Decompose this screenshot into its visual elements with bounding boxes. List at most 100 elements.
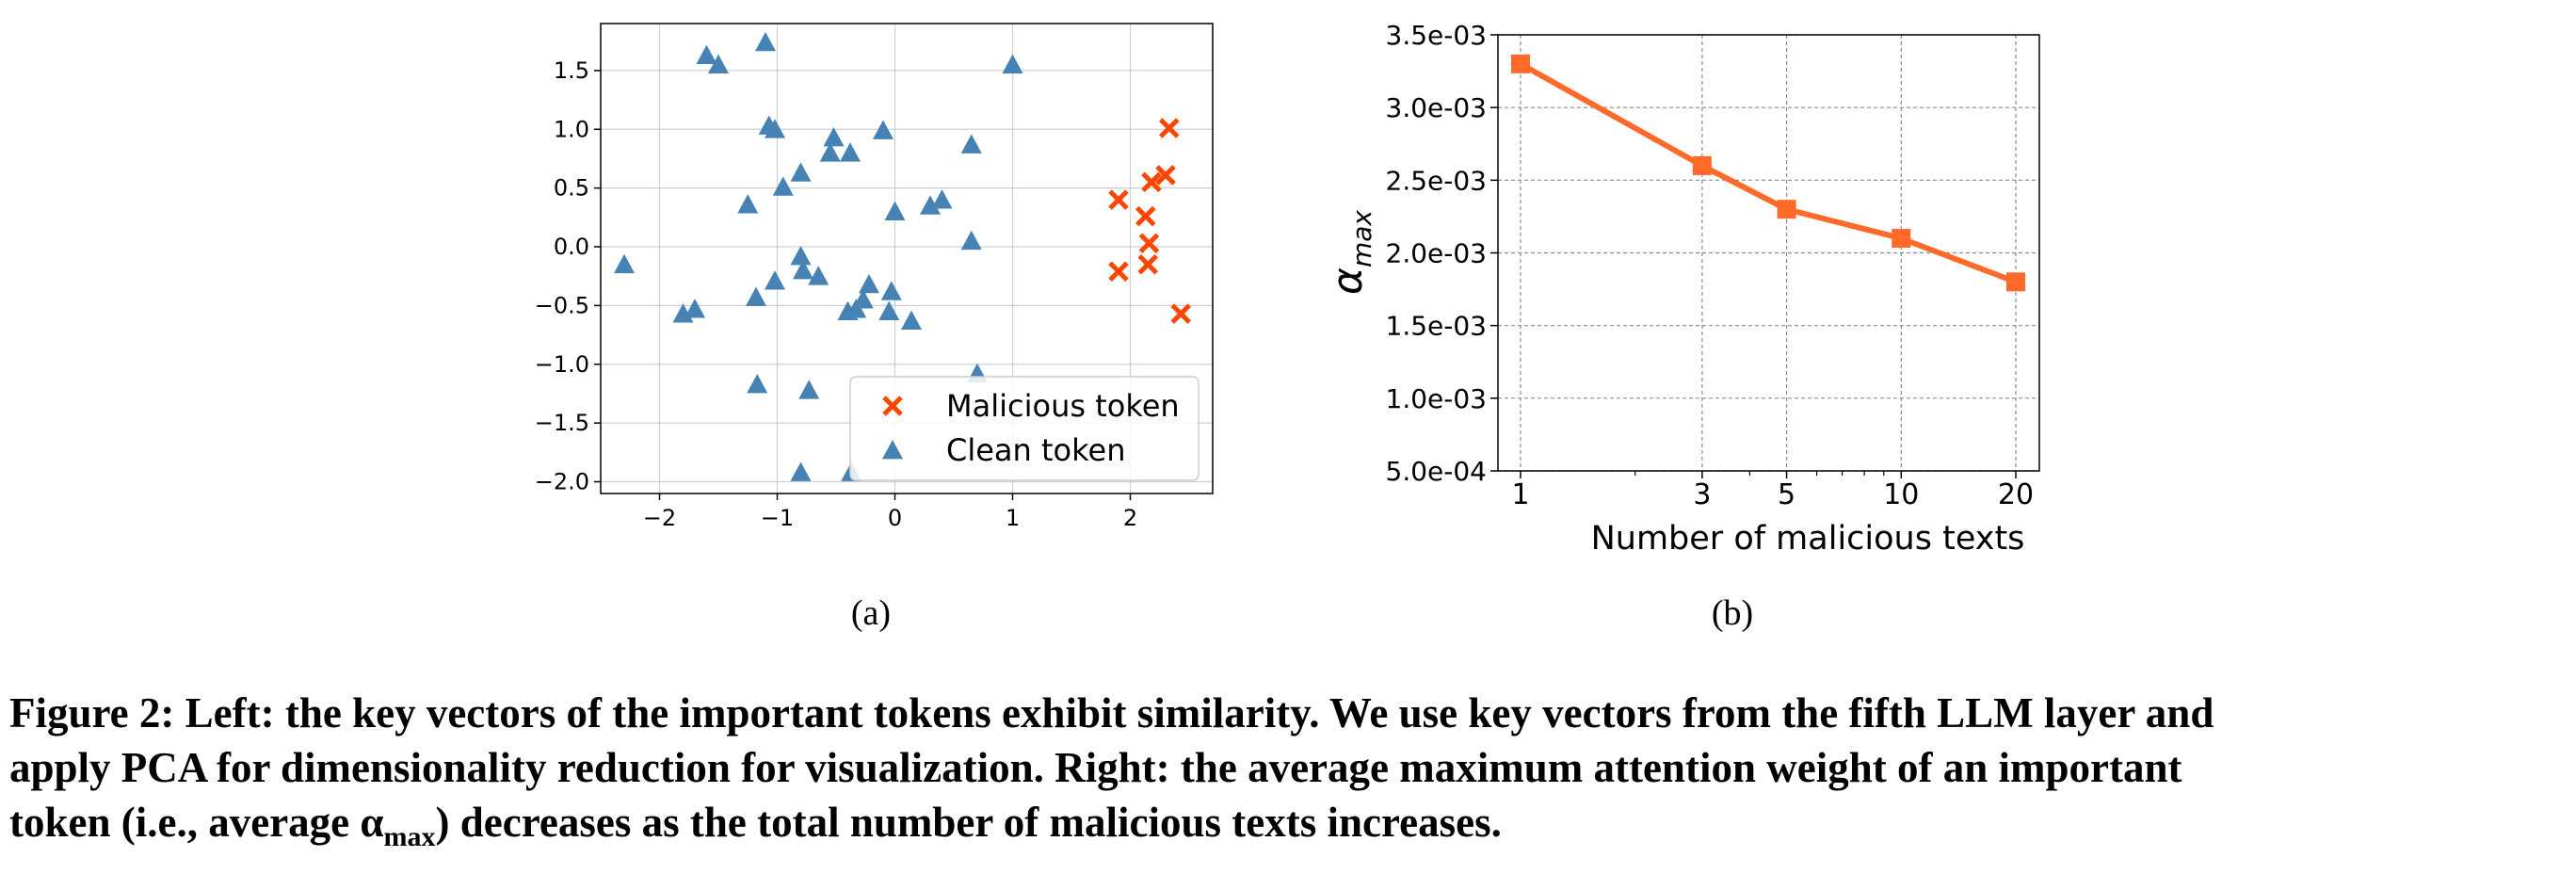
clean-point [696, 44, 717, 65]
clean-point [765, 270, 785, 290]
line-grid [1498, 34, 2039, 472]
clean-point [931, 189, 953, 209]
y-tick-label: 2.5e-03 [1386, 165, 1488, 196]
clean-point [790, 246, 812, 266]
x-tick-label: 10 [1883, 478, 1919, 511]
line-panel: 1 3 5 10 20 5.0e-04 1.0e-03 1.5e-03 2.0e-03 2.5e-… [1324, 20, 2040, 633]
figure-caption: Figure 2: Left: the key vectors of the i… [9, 686, 2570, 865]
clean-point [823, 127, 845, 147]
y-tick-label: 3.0e-03 [1386, 92, 1488, 123]
clean-point [793, 259, 813, 280]
scatter-points [614, 31, 1192, 481]
clean-point [790, 461, 812, 481]
y-tick-label: −2.0 [535, 469, 589, 495]
clean-point [837, 300, 859, 320]
clean-point [1002, 54, 1023, 74]
x-tick-label: 0 [888, 505, 902, 531]
x-tick-label: −1 [761, 505, 794, 531]
clean-point [960, 134, 982, 154]
y-tick-label: 5.0e-04 [1386, 456, 1488, 487]
caption-line-1: Figure 2: Left: the key vectors of the i… [9, 689, 2214, 736]
malicious-point [1137, 253, 1159, 275]
line-ylabel: αmax [1324, 210, 1377, 295]
line-point [1777, 200, 1796, 219]
y-tick-label: −0.5 [535, 292, 589, 318]
clean-point [684, 299, 705, 318]
legend-clean-label: Clean token [946, 432, 1125, 468]
clean-point [737, 194, 759, 214]
ylabel-alpha: α [1324, 267, 1372, 295]
clean-point [755, 31, 776, 52]
caption-line-3-start: token (i.e., average [9, 799, 361, 846]
malicious-point [1155, 165, 1176, 186]
caption-line-3: token (i.e., average αmax) decreases as … [9, 795, 2570, 865]
legend-triangle-glyph [882, 440, 903, 460]
clean-point [772, 176, 794, 196]
line-ticks: 1 3 5 10 20 5.0e-04 1.0e-03 1.5e-03 2.0e-03 2.5e-… [1386, 20, 2035, 511]
scatter-grid [601, 24, 1213, 494]
clean-point [873, 120, 894, 139]
x-tick-label: 2 [1123, 505, 1137, 531]
clean-point [960, 230, 982, 251]
y-tick-label: −1.5 [535, 410, 589, 436]
legend-malicious-label: Malicious token [946, 388, 1180, 424]
clean-point [614, 253, 635, 274]
ylabel-subscript: max [1346, 210, 1377, 267]
x-tick-label: 3 [1693, 478, 1711, 511]
clean-point [880, 281, 902, 300]
line-markers [1511, 54, 2025, 292]
clean-point [708, 54, 729, 74]
caption-line-3-end: ) decreases as the total number of malic… [435, 799, 1502, 846]
y-tick-label: 1.5 [554, 57, 589, 84]
clean-point [798, 380, 820, 399]
y-tick-label: 3.5e-03 [1386, 20, 1488, 51]
clean-point [878, 300, 900, 320]
line-series [1519, 61, 2018, 285]
caption-alpha: α [360, 799, 384, 846]
line-point [2006, 272, 2025, 292]
x-tick-label: 1 [1511, 478, 1529, 511]
clean-point [765, 119, 785, 138]
clean-point [901, 310, 922, 330]
scatter-axes-frame [600, 23, 1214, 494]
clean-point [840, 142, 861, 162]
clean-point [746, 286, 766, 307]
panel-b-label: (b) [1712, 593, 1753, 633]
y-tick-label: 2.0e-03 [1386, 238, 1488, 269]
x-tick-label: 5 [1778, 478, 1795, 511]
clean-point [672, 303, 694, 323]
line-xlabel: Number of malicious texts [1591, 520, 2025, 558]
malicious-point [1108, 261, 1129, 282]
y-tick-label: 1.0 [554, 116, 589, 142]
y-tick-label: 0.5 [554, 175, 589, 202]
y-tick-label: 1.0e-03 [1386, 383, 1488, 414]
scatter-legend: Malicious token Clean token [849, 376, 1199, 481]
y-tick-label: 1.5e-03 [1386, 311, 1488, 342]
malicious-point [1158, 118, 1180, 138]
y-tick-label: −1.0 [535, 351, 589, 378]
figure-canvas: −2 −1 0 1 2 −2.0 −1.5 −1.0 −0.5 0.0 0.5 1.0 1.5 Mali… [535, 20, 2040, 633]
clean-point [819, 142, 841, 162]
clean-point [808, 266, 829, 285]
malicious-point [1141, 171, 1162, 193]
legend-malicious-marker [882, 396, 903, 416]
legend-clean-marker [882, 440, 903, 460]
malicious-point [1170, 303, 1192, 324]
clean-point [747, 373, 768, 394]
clean-point [884, 201, 906, 220]
panel-a-label: (a) [851, 593, 891, 633]
scatter-ticks: −2 −1 0 1 2 −2.0 −1.5 −1.0 −0.5 0.0 0.5 1.0 1.5 [535, 57, 1137, 531]
x-tick-label: −2 [643, 505, 676, 531]
legend-x-glyph [882, 396, 903, 416]
scatter-panel: −2 −1 0 1 2 −2.0 −1.5 −1.0 −0.5 0.0 0.5 1.0 1.5 Mali… [535, 23, 1214, 633]
caption-alpha-sub: max [383, 821, 436, 852]
x-tick-label: 1 [1006, 505, 1020, 531]
line-point [1692, 155, 1712, 175]
clean-point [859, 273, 879, 294]
caption-line-2: apply PCA for dimensionality reduction f… [9, 744, 2182, 791]
legend-box [849, 376, 1199, 481]
line-point [1892, 229, 1911, 249]
malicious-point [1108, 189, 1129, 210]
y-tick-label: 0.0 [554, 234, 589, 260]
malicious-point [1135, 205, 1156, 227]
